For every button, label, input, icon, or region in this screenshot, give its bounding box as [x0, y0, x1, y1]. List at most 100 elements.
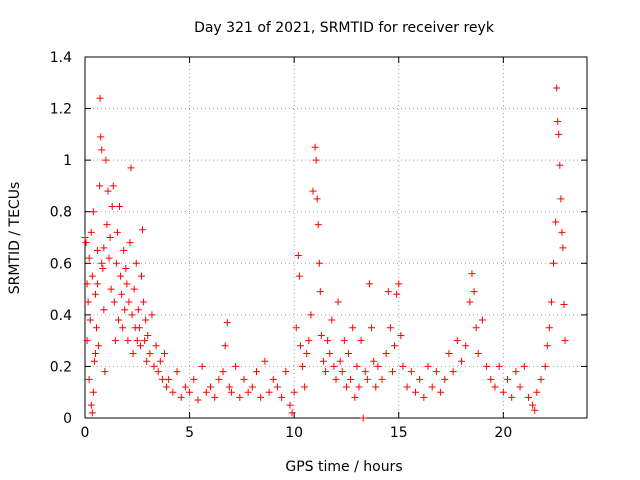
- data-point: [89, 388, 97, 396]
- data-point: [552, 218, 560, 226]
- x-tick-label: 10: [285, 425, 303, 441]
- data-point: [102, 156, 110, 164]
- data-point: [190, 375, 198, 383]
- data-point: [317, 331, 325, 339]
- data-point: [240, 375, 248, 383]
- data-point: [194, 396, 202, 404]
- data-point: [312, 156, 320, 164]
- data-point: [428, 383, 436, 391]
- data-point: [109, 182, 117, 190]
- data-point: [278, 393, 286, 401]
- y-tick-label: 0.2: [50, 359, 72, 375]
- data-point: [86, 316, 94, 324]
- data-point: [351, 393, 359, 401]
- data-point: [111, 337, 119, 345]
- data-point: [132, 259, 140, 267]
- data-point: [120, 246, 128, 254]
- data-point: [95, 342, 103, 350]
- data-point: [365, 280, 373, 288]
- x-tick-label: 5: [185, 425, 194, 441]
- data-point: [107, 285, 115, 293]
- data-point: [257, 393, 265, 401]
- data-point: [223, 319, 231, 327]
- data-point: [117, 272, 125, 280]
- data-point: [437, 388, 445, 396]
- data-point: [114, 316, 122, 324]
- data-point: [537, 375, 545, 383]
- data-point: [508, 393, 516, 401]
- data-point: [88, 409, 96, 417]
- data-point: [124, 337, 132, 345]
- data-point: [309, 187, 317, 195]
- data-point: [468, 270, 476, 278]
- data-point: [112, 259, 120, 267]
- data-point: [98, 146, 106, 154]
- data-point: [105, 254, 113, 262]
- data-point: [97, 133, 105, 141]
- data-point: [559, 244, 567, 252]
- data-point: [128, 311, 136, 319]
- data-point: [495, 362, 503, 370]
- data-point: [154, 368, 162, 376]
- data-point: [163, 383, 171, 391]
- data-point: [121, 306, 129, 314]
- x-tick-label: 20: [494, 425, 512, 441]
- data-point: [555, 130, 563, 138]
- data-point: [211, 393, 219, 401]
- data-point: [550, 259, 558, 267]
- data-point: [85, 254, 93, 262]
- data-point: [265, 388, 273, 396]
- data-point: [326, 350, 334, 358]
- data-point: [126, 239, 134, 247]
- data-point: [152, 342, 160, 350]
- data-point: [100, 306, 108, 314]
- data-point: [141, 337, 149, 345]
- data-point: [462, 342, 470, 350]
- data-point: [336, 357, 344, 365]
- data-point: [93, 324, 101, 332]
- data-point: [458, 357, 465, 365]
- data-point: [322, 368, 330, 376]
- data-point: [127, 164, 135, 172]
- data-point: [334, 298, 342, 306]
- y-tick-label: 0.8: [50, 205, 72, 221]
- data-point: [89, 208, 97, 216]
- data-point: [135, 324, 143, 332]
- data-point: [374, 362, 382, 370]
- data-point: [108, 203, 116, 211]
- data-point: [113, 228, 121, 236]
- data-point: [315, 259, 323, 267]
- data-point: [177, 393, 185, 401]
- data-point: [342, 383, 350, 391]
- data-point: [248, 383, 256, 391]
- data-point: [316, 288, 324, 296]
- data-point: [232, 362, 240, 370]
- data-point: [411, 388, 419, 396]
- chart-title: Day 321 of 2021, SRMTID for receiver rey…: [194, 20, 495, 36]
- data-point: [282, 368, 290, 376]
- data-point: [368, 324, 376, 332]
- data-point: [466, 298, 474, 306]
- data-point: [236, 393, 244, 401]
- data-point: [349, 324, 357, 332]
- data-point: [556, 161, 564, 169]
- data-point: [125, 298, 133, 306]
- x-tick-label: 0: [81, 425, 90, 441]
- data-point: [516, 383, 524, 391]
- data-point: [225, 383, 233, 391]
- data-point: [541, 362, 549, 370]
- y-tick-label: 1.2: [50, 102, 72, 118]
- data-point: [261, 357, 269, 365]
- data-point: [296, 342, 304, 350]
- data-point: [156, 357, 164, 365]
- x-axis-label: GPS time / hours: [285, 459, 402, 475]
- data-point: [311, 143, 319, 151]
- data-point: [143, 357, 151, 365]
- data-point: [384, 288, 392, 296]
- data-point: [100, 244, 108, 252]
- data-point: [303, 350, 311, 358]
- grid-lines: [85, 57, 587, 418]
- data-point: [328, 316, 336, 324]
- data-point: [453, 337, 461, 345]
- data-point: [295, 272, 303, 280]
